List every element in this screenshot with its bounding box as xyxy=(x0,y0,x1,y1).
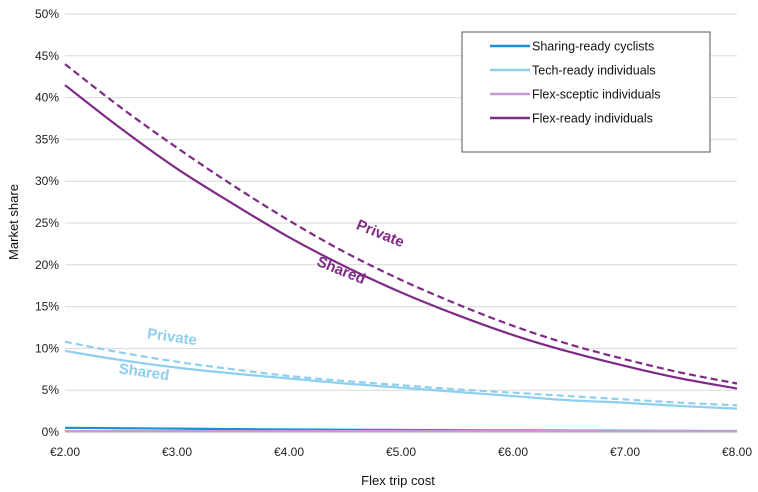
y-tick-label: 30% xyxy=(35,174,59,188)
x-tick-label: €4.00 xyxy=(274,445,304,459)
x-tick-label: €8.00 xyxy=(722,445,752,459)
x-tick-label: €5.00 xyxy=(386,445,416,459)
x-tick-labels: €2.00 €3.00 €4.00 €5.00 €6.00 €7.00 €8.00 xyxy=(50,445,752,459)
legend: Sharing-ready cyclists Tech-ready individ… xyxy=(461,31,711,153)
x-axis-title: Flex trip cost xyxy=(361,473,435,488)
y-tick-label: 45% xyxy=(35,49,59,63)
legend-entry: Flex-ready individuals xyxy=(532,112,653,126)
series-annotation: Shared xyxy=(314,253,368,288)
x-tick-label: €2.00 xyxy=(50,445,80,459)
series-annotation: Shared xyxy=(118,360,171,384)
x-tick-label: €3.00 xyxy=(162,445,192,459)
y-tick-label: 15% xyxy=(35,300,59,314)
y-tick-labels: 0% 5% 10% 15% 20% 25% 30% 35% 40% 45% 50% xyxy=(35,7,59,439)
y-tick-label: 40% xyxy=(35,91,59,105)
y-axis-title: Market share xyxy=(6,184,21,260)
y-tick-label: 50% xyxy=(35,7,59,21)
x-tick-label: €7.00 xyxy=(610,445,640,459)
legend-box xyxy=(461,31,711,153)
y-tick-label: 0% xyxy=(42,425,60,439)
series-lines xyxy=(64,63,738,433)
legend-entry: Flex-sceptic individuals xyxy=(532,88,661,102)
x-tick-label: €6.00 xyxy=(498,445,528,459)
y-tick-label: 20% xyxy=(35,258,59,272)
series-line xyxy=(64,349,738,410)
series-annotation: Private xyxy=(146,325,198,349)
series-line xyxy=(64,340,738,407)
legend-entry: Tech-ready individuals xyxy=(532,64,656,78)
y-tick-label: 35% xyxy=(35,132,59,146)
series-line xyxy=(64,63,738,385)
legend-entry: Sharing-ready cyclists xyxy=(532,40,654,54)
series-annotation: Private xyxy=(354,217,407,252)
y-tick-label: 5% xyxy=(42,383,60,397)
y-tick-label: 25% xyxy=(35,216,59,230)
series-line xyxy=(64,84,738,390)
y-tick-label: 10% xyxy=(35,341,59,355)
